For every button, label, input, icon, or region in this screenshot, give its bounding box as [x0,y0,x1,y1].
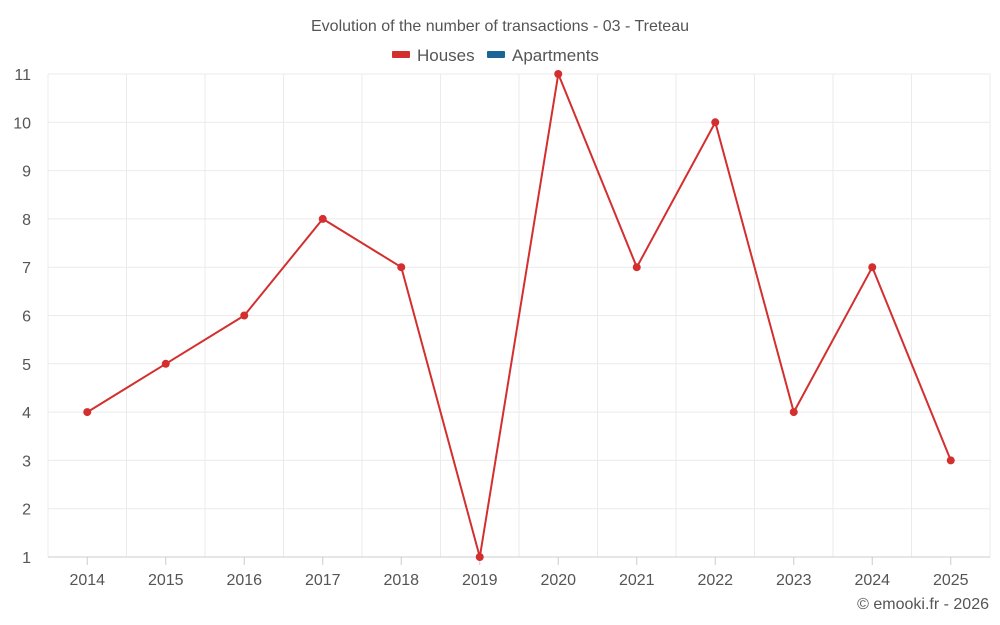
legend-swatch-houses [392,51,410,58]
x-tick-label: 2025 [933,572,969,589]
y-tick-label: 7 [22,260,31,277]
data-point-2023[interactable] [789,408,798,417]
y-tick-label: 5 [22,357,31,374]
legend-item-apartments[interactable]: Apartments [487,46,599,65]
axes: 1 2 3 4 5 6 7 8 9 10 11 2014 2015 2016 2017 2018 2019 202… [13,67,990,589]
data-point-2015[interactable] [161,359,170,368]
x-tick-label: 2017 [305,572,341,589]
data-point-2014[interactable] [83,408,92,417]
credit-text: © emooki.fr - 2026 [857,596,989,613]
data-point-2019[interactable] [475,553,484,561]
y-tick-label: 10 [13,115,31,132]
legend-label-houses: Houses [417,46,475,65]
data-point-2018[interactable] [397,263,406,272]
legend-item-houses[interactable]: Houses [392,46,475,65]
x-tick-label: 2015 [148,572,184,589]
x-tick-label: 2016 [226,572,262,589]
y-tick-label: 1 [22,550,31,567]
grid [47,73,991,557]
y-tick-label: 8 [22,212,31,229]
y-tick-label: 9 [22,164,31,181]
x-tick-label: 2022 [697,572,733,589]
x-tick-label: 2021 [619,572,655,589]
data-point-2017[interactable] [318,214,327,223]
data-point-2024[interactable] [868,263,877,272]
y-tick-label: 3 [22,453,31,470]
x-tick-label: 2018 [383,572,419,589]
x-tick-label: 2019 [462,572,498,589]
data-point-2022[interactable] [711,118,720,127]
data-point-2025[interactable] [946,456,955,465]
x-tick-label: 2023 [776,572,812,589]
legend-swatch-apartments [487,51,505,58]
legend: Houses Apartments [392,46,599,65]
x-tick-label: 2020 [540,572,576,589]
x-tick-label: 2024 [854,572,890,589]
series-line-houses [86,73,952,558]
y-tick-label: 4 [22,405,31,422]
y-tick-label: 11 [14,67,31,84]
data-point-2021[interactable] [632,263,641,272]
y-tick-label: 6 [22,309,31,326]
y-tick-label: 2 [22,502,31,519]
series-houses [83,70,955,561]
chart-title: Evolution of the number of transactions … [311,18,689,35]
legend-label-apartments: Apartments [512,46,599,65]
data-point-2020[interactable] [554,70,563,78]
data-point-2016[interactable] [240,311,249,320]
x-tick-label: 2014 [69,572,105,589]
